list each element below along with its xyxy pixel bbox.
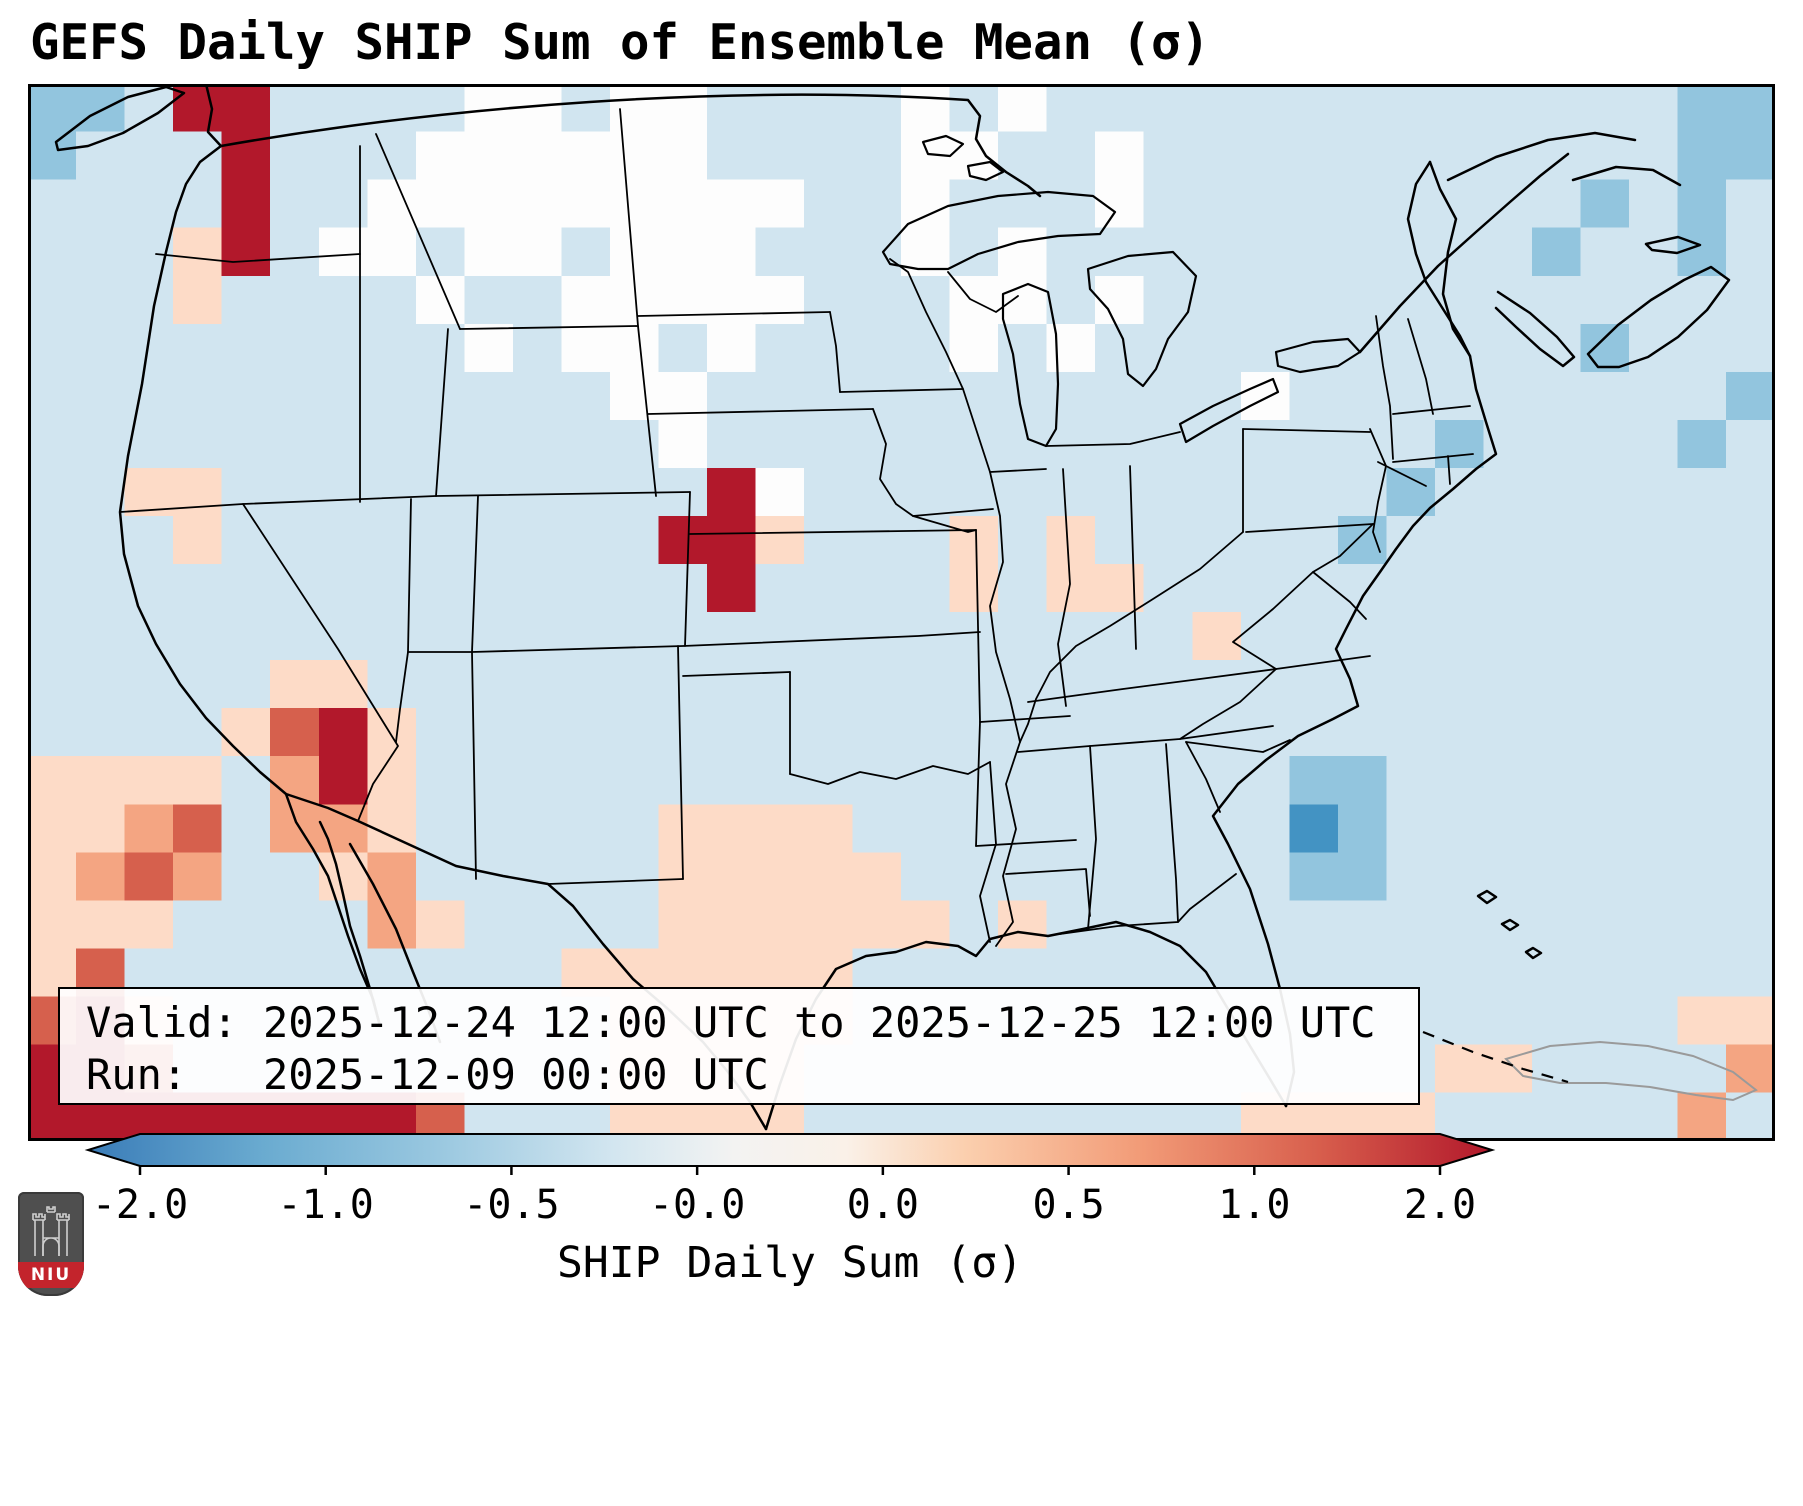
great-lakes: [881, 134, 1362, 448]
niu-castle-icon: [32, 1206, 70, 1256]
colorbar-tick-label: -2.0: [91, 1182, 189, 1228]
niu-shield: NIU: [18, 1192, 84, 1296]
colorbar-tick-label: -1.0: [277, 1182, 374, 1228]
colorbar-tick-label: 0.0: [846, 1182, 919, 1228]
run-time-text: Run: 2025-12-09 00:00 UTC: [86, 1050, 769, 1099]
heatmap-grid: [28, 84, 1775, 1141]
niu-logo-text: NIU: [18, 1262, 84, 1288]
niu-logo: NIU: [18, 1192, 84, 1296]
map-panel: Valid: 2025-12-24 12:00 UTC to 2025-12-2…: [28, 84, 1775, 1141]
state-borders: [119, 108, 1474, 947]
colorbar-tick-label: 2.0: [1403, 1182, 1477, 1228]
colorbar-tick-label: 0.5: [1032, 1182, 1105, 1228]
colorbar-bar: [84, 1133, 1496, 1167]
valid-time-text: Valid: 2025-12-24 12:00 UTC to 2025-12-2…: [86, 998, 1376, 1047]
colorbar-axis-label: SHIP Daily Sum (σ): [557, 1238, 1023, 1288]
figure-title: GEFS Daily SHIP Sum of Ensemble Mean (σ): [30, 14, 1211, 71]
valid-run-info-box: Valid: 2025-12-24 12:00 UTC to 2025-12-2…: [58, 987, 1420, 1105]
colorbar-tick-label: -0.5: [463, 1182, 560, 1228]
colorbar-tick-label: 1.0: [1218, 1182, 1291, 1228]
coastlines: [54, 84, 1731, 1131]
cuba-and-maritime-borders: [1422, 1030, 1758, 1102]
colorbar-tickmarks: [138, 1166, 1442, 1175]
colorbar-tick-label: -0.0: [648, 1182, 746, 1228]
colorbar: [0, 1132, 1803, 1182]
